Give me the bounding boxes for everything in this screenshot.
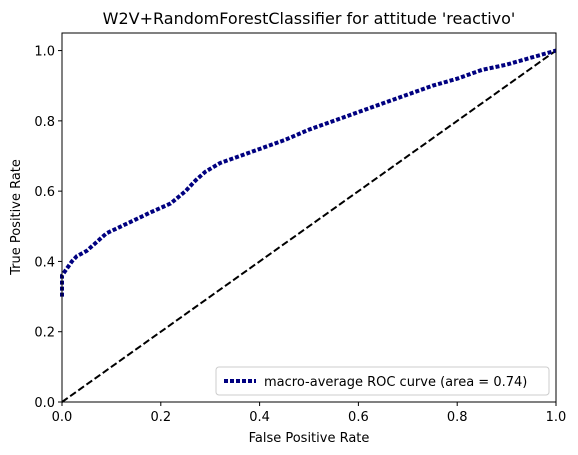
y-tick-label: 0.6	[34, 185, 55, 200]
x-axis-label: False Positive Rate	[249, 431, 370, 446]
y-tick-label: 0.4	[34, 255, 55, 270]
legend-box	[215, 366, 550, 396]
chance-diagonal-line	[61, 49, 557, 403]
x-tick-label: 0.4	[249, 410, 270, 425]
x-tick-label: 0.8	[447, 410, 468, 425]
x-tick-label: 0.6	[348, 410, 369, 425]
y-tick-label: 1.0	[34, 45, 55, 60]
y-tick-label: 0.2	[34, 326, 55, 341]
roc-curve-macro-average	[60, 48, 557, 297]
legend-label-macro-average: macro-average ROC curve (area = 0.74)	[264, 375, 527, 390]
x-tick-label: 0.2	[150, 410, 171, 425]
plot-frame	[61, 32, 557, 403]
chart-title: W2V+RandomForestClassifier for attitude …	[103, 9, 516, 28]
x-tick-label: 1.0	[546, 410, 567, 425]
y-tick-label: 0.0	[34, 396, 55, 411]
x-axis-ticks: 0.0 0.2 0.4 0.6 0.8 1.0	[52, 402, 567, 425]
legend: macro-average ROC curve (area = 0.74)	[215, 366, 550, 396]
plot-lines	[60, 48, 557, 403]
y-tick-label: 0.8	[34, 115, 55, 130]
y-axis-ticks: 0.0 0.2 0.4 0.6 0.8 1.0	[34, 45, 62, 411]
y-axis-label: True Positive Rate	[9, 159, 24, 276]
x-tick-label: 0.0	[52, 410, 73, 425]
